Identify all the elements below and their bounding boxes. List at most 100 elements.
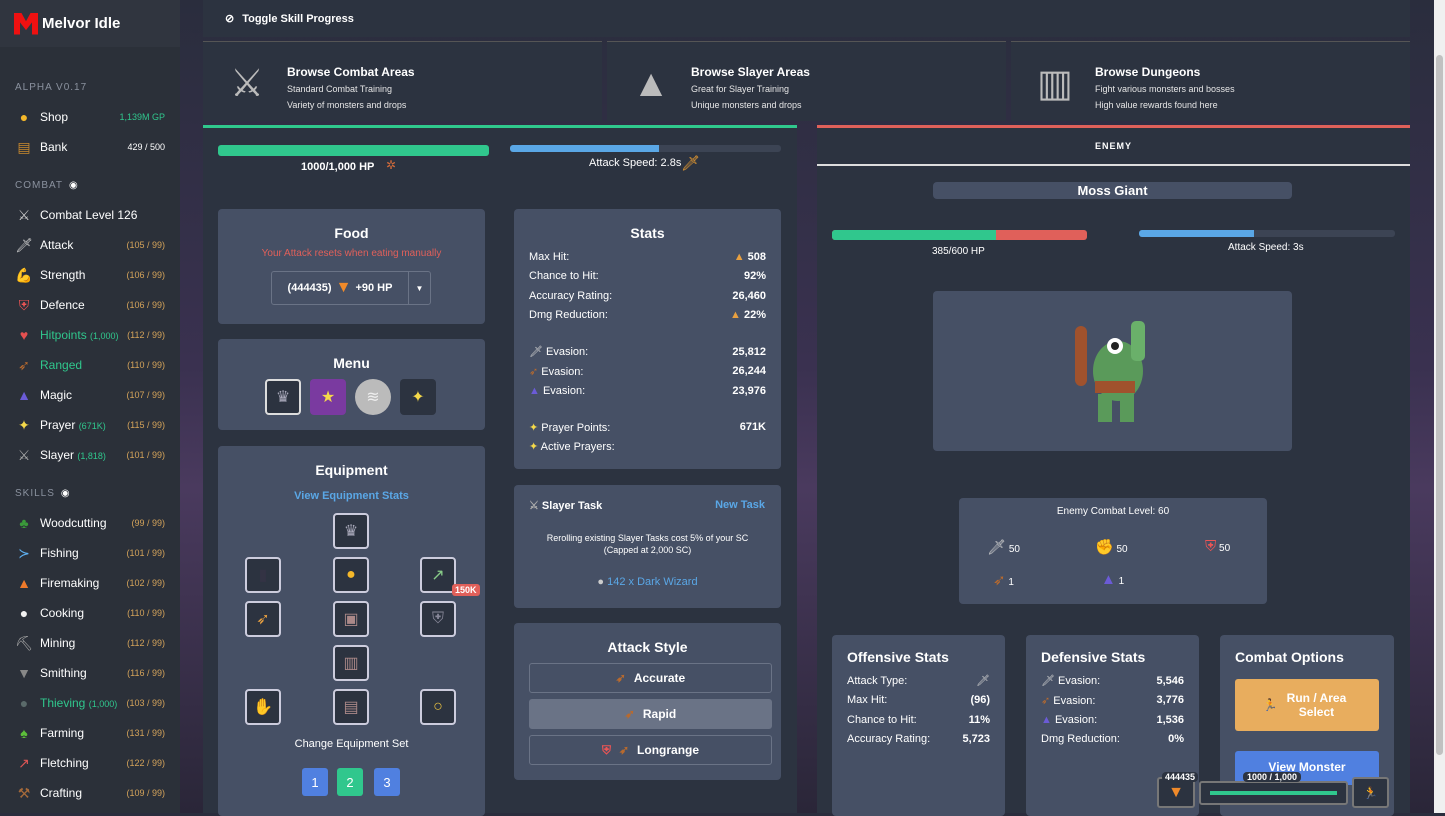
attack-style-rapid[interactable]: ➶ Rapid	[529, 699, 772, 729]
sidebar-item-hitpoints[interactable]: ♥ Hitpoints (1,000) (112 / 99)	[0, 320, 180, 350]
equipment-set-2-button[interactable]: 2	[337, 768, 363, 796]
sidebar-item-woodcutting[interactable]: ♣ Woodcutting (99 / 99)	[0, 508, 180, 538]
sidebar-item-thieving[interactable]: ● Thieving (1,000) (103 / 99)	[0, 688, 180, 718]
evasion-label: Evasion:	[1054, 713, 1098, 726]
area-card-0[interactable]: ⚔ Browse Combat Areas Standard Combat Trai…	[203, 41, 602, 121]
eat-food-button[interactable]: (444435) ▼ +90 HP	[272, 272, 408, 304]
sidebar-item-slayer[interactable]: ⚔ Slayer (1,818) (101 / 99)	[0, 440, 180, 470]
stat-row: Accuracy Rating: 26,460	[529, 286, 766, 306]
prayer-icon[interactable]: ✦	[400, 379, 436, 415]
area-subtitle: Standard Combat Training	[287, 84, 393, 94]
evasion-row: 🗡 Evasion: 25,812	[529, 342, 766, 362]
scrollbar[interactable]	[1434, 0, 1445, 813]
sidebar-item-smithing[interactable]: ▼ Smithing (116 / 99)	[0, 658, 180, 688]
bank-count: 429 / 500	[127, 142, 165, 152]
flaming-sword-icon: 🗡	[681, 155, 701, 172]
stat-label: Accuracy Rating:	[529, 289, 613, 302]
skill-level: (106 / 99)	[126, 300, 165, 310]
sidebar-item-defence[interactable]: ⛨ Defence (106 / 99)	[0, 290, 180, 320]
skill-level: (102 / 99)	[126, 578, 165, 588]
area-card-2[interactable]: ▥ Browse Dungeons Fight various monsters a…	[1011, 41, 1410, 121]
skill-label: Cooking	[40, 606, 127, 620]
food-dropdown-chevron-icon[interactable]: ▼	[408, 272, 430, 304]
coin-icon: ●	[19, 109, 29, 125]
sidebar-item-shop[interactable]: ● Shop 1,139M GP	[0, 102, 180, 132]
combat-level: Combat Level 126	[40, 208, 138, 222]
evasion-label: Evasion:	[1058, 675, 1101, 688]
sidebar-item-cooking[interactable]: ● Cooking (110 / 99)	[0, 598, 180, 628]
body-slot[interactable]: ▣	[333, 601, 369, 637]
weapon-slot[interactable]: ➶	[245, 601, 281, 637]
shield-slot[interactable]: ⛨	[420, 601, 456, 637]
fish-icon: ≻	[18, 544, 30, 561]
attack-style-accurate[interactable]: ➶ Accurate	[529, 663, 772, 693]
logo[interactable]: Melvor Idle	[0, 0, 180, 47]
boots-slot[interactable]: ▤	[333, 689, 369, 725]
sidebar-item-combat-level[interactable]: ⚔ Combat Level 126	[0, 200, 180, 230]
area-card-1[interactable]: ▲ Browse Slayer Areas Great for Slayer Tra…	[607, 41, 1006, 121]
new-task-link[interactable]: New Task	[715, 499, 765, 511]
attack-style-longrange[interactable]: ⛨ ➶ Longrange	[529, 735, 772, 765]
longrange-label: Longrange	[637, 743, 700, 757]
tree-icon: ♣	[19, 515, 29, 531]
attack-type-label: Attack Type:	[847, 674, 908, 687]
magic-icon: ▲	[1101, 571, 1116, 588]
sidebar-item-strength[interactable]: 💪 Strength (106 / 99)	[0, 260, 180, 290]
toggle-skill-progress[interactable]: Toggle Skill Progress	[242, 12, 354, 25]
eye-icon[interactable]: ◉	[60, 487, 71, 499]
change-equipment-set-label: Change Equipment Set	[294, 738, 409, 750]
run-area-select-button[interactable]: 🏃 Run / Area Select	[1235, 679, 1379, 731]
sidebar-item-attack[interactable]: 🗡 Attack (105 / 99)	[0, 230, 180, 260]
sidebar-item-bank[interactable]: ▤ Bank 429 / 500	[0, 132, 180, 162]
wind-icon[interactable]: ≋	[355, 379, 391, 415]
skill-name: Magic	[40, 388, 73, 402]
view-equipment-stats-link[interactable]: View Equipment Stats	[294, 490, 409, 502]
quick-eat-button[interactable]: ▼	[1157, 777, 1195, 808]
magic-evasion-icon: ▲	[529, 384, 543, 397]
sidebar-item-ranged[interactable]: ➶ Ranged (110 / 99)	[0, 350, 180, 380]
dmg-reduction-value: 0%	[1168, 733, 1184, 746]
enemy-evasion-row: ➶ Evasion: 3,776	[1041, 691, 1184, 711]
quick-run-button[interactable]: 🏃	[1352, 777, 1389, 808]
skill-extra: (1,000)	[90, 331, 119, 341]
sidebar-item-firemaking[interactable]: ▲ Firemaking (102 / 99)	[0, 568, 180, 598]
quick-hp-bar	[1199, 781, 1348, 805]
amulet-slot[interactable]: ●	[333, 557, 369, 593]
area-title: Browse Dungeons	[1095, 65, 1201, 79]
sidebar-item-crafting[interactable]: ⚒ Crafting (109 / 99)	[0, 778, 180, 808]
cape-slot[interactable]: ▮	[245, 557, 281, 593]
equipment-set-1-button[interactable]: 1	[302, 768, 328, 796]
quick-hp-text: 1000 / 1,000	[1243, 772, 1302, 782]
sidebar-item-mining[interactable]: ⛏ Mining (112 / 99)	[0, 628, 180, 658]
equipment-menu-icon[interactable]: ♛	[265, 379, 301, 415]
melee-attack-type-icon: 🗡	[976, 675, 990, 688]
evasion-label: Evasion:	[541, 365, 584, 378]
legs-slot[interactable]: ▥	[333, 645, 369, 681]
gloves-slot[interactable]: ✋	[245, 689, 281, 725]
enemy-attack-level: 50	[1008, 544, 1020, 555]
accuracy-value: 5,723	[962, 733, 990, 746]
food-selector[interactable]: (444435) ▼ +90 HP ▼	[271, 271, 431, 305]
food-qty: (444435)	[287, 282, 332, 294]
ring-slot[interactable]: ○	[420, 689, 456, 725]
slayer-task-target[interactable]: 142 x Dark Wizard	[607, 576, 698, 588]
player-panel: 1000/1,000 HP ✲ Attack Speed: 2.8s 🗡 Foo…	[203, 125, 797, 816]
moss-giant-image	[1074, 321, 1145, 422]
sidebar-item-farming[interactable]: ♠ Farming (131 / 99)	[0, 718, 180, 748]
eye-icon[interactable]: ◉	[69, 179, 79, 191]
evasion-value: 23,976	[732, 384, 766, 397]
wizard-hat-icon: ▲	[17, 387, 31, 403]
skills-header: SKILLS	[15, 487, 55, 499]
sidebar-item-prayer[interactable]: ✦ Prayer (671K) (115 / 99)	[0, 410, 180, 440]
equipment-set-3-button[interactable]: 3	[374, 768, 400, 796]
helmet-slot[interactable]: ♛	[333, 513, 369, 549]
sidebar-item-fletching[interactable]: ↗ Fletching (122 / 99)	[0, 748, 180, 778]
spellbook-icon[interactable]: ★	[310, 379, 346, 415]
sidebar-item-fishing[interactable]: ≻ Fishing (101 / 99)	[0, 538, 180, 568]
quiver-slot[interactable]: ↗	[420, 557, 456, 593]
ranged-icon: ➶	[993, 572, 1006, 589]
enemy-panel: ENEMY Moss Giant 385/600 HP Attack Speed…	[817, 125, 1410, 816]
sidebar-item-magic[interactable]: ▲ Magic (107 / 99)	[0, 380, 180, 410]
stat-value: 26,460	[732, 289, 766, 302]
carrot-icon: ▼	[1168, 784, 1184, 801]
